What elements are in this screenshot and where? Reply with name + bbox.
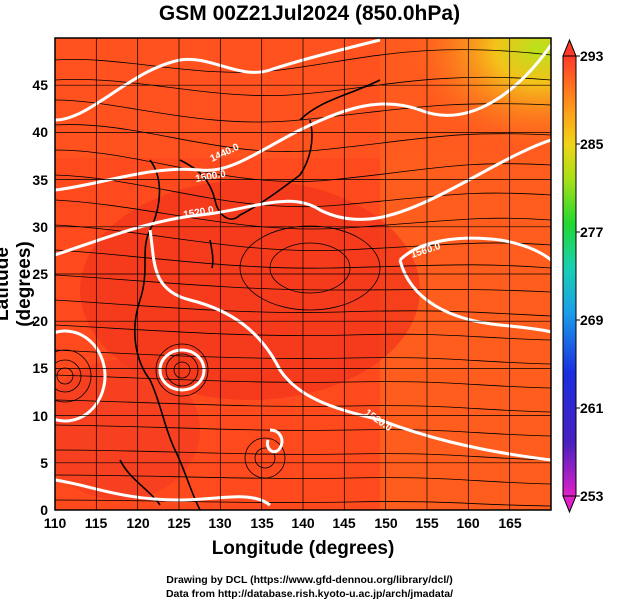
map-title: GSM 00Z21Jul2024 (850.0hPa) xyxy=(158,2,461,25)
x-tick-label: 155 xyxy=(415,515,439,531)
y-tick-label: 0 xyxy=(40,502,48,518)
height-contours xyxy=(55,38,551,507)
x-axis-label: Longitude (degrees) xyxy=(211,538,395,559)
colorbar-tick-label: 261 xyxy=(580,400,604,416)
x-tick-label: 140 xyxy=(291,515,315,531)
colorbar xyxy=(562,38,580,514)
x-tick-label: 115 xyxy=(84,515,108,531)
credit-data-source: Data from http://database.rish.kyoto-u.a… xyxy=(165,588,454,600)
colorbar-tick-label: 277 xyxy=(580,224,604,240)
x-tick-label: 165 xyxy=(498,515,522,531)
y-tick-label: 25 xyxy=(32,266,48,282)
contour-label: 1500.0 xyxy=(195,169,227,185)
plot-frame xyxy=(54,37,552,511)
x-tick-label: 120 xyxy=(126,515,150,531)
y-tick-label: 20 xyxy=(32,313,48,329)
colorbar-tick-label: 293 xyxy=(580,48,604,64)
contour-label: 1520.0 xyxy=(183,205,215,221)
y-tick-label: 40 xyxy=(32,124,48,140)
credit-drawing: Drawing by DCL (https://www.gfd-dennou.o… xyxy=(166,574,453,586)
grid xyxy=(55,38,551,510)
x-tick-label: 110 xyxy=(43,515,67,531)
x-tick-label: 150 xyxy=(374,515,398,531)
x-tick-label: 145 xyxy=(332,515,356,531)
y-tick-label: 45 xyxy=(32,77,48,93)
x-tick-label: 125 xyxy=(167,515,191,531)
y-tick-label: 35 xyxy=(32,172,48,188)
x-tick-label: 130 xyxy=(208,515,232,531)
x-tick-label: 135 xyxy=(250,515,274,531)
y-tick-label: 5 xyxy=(40,455,48,471)
y-tick-label: 30 xyxy=(32,219,48,235)
wind-streamlines xyxy=(55,49,551,507)
colorbar-tick-label: 269 xyxy=(580,312,604,328)
colorbar-tick-label: 285 xyxy=(580,136,604,152)
x-tick-label: 160 xyxy=(456,515,480,531)
y-tick-label: 10 xyxy=(32,408,48,424)
y-tick-label: 15 xyxy=(32,360,48,376)
colorbar-tick-label: 253 xyxy=(580,488,604,504)
